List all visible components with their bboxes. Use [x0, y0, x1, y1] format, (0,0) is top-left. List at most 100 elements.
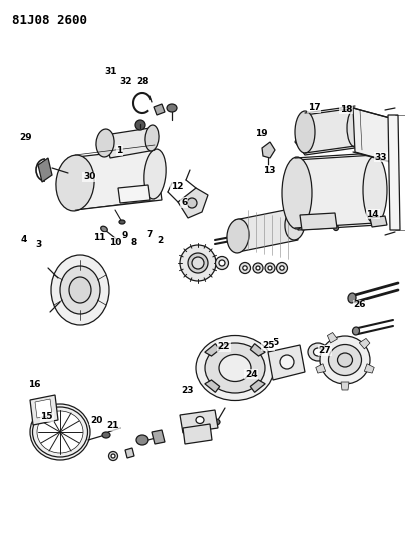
Ellipse shape [363, 156, 387, 224]
Text: 19: 19 [255, 129, 268, 138]
Text: 14: 14 [366, 210, 379, 219]
Polygon shape [359, 338, 370, 349]
Ellipse shape [337, 353, 352, 367]
Ellipse shape [348, 293, 356, 303]
Text: 7: 7 [147, 230, 153, 239]
Text: 8: 8 [130, 238, 137, 247]
Ellipse shape [96, 129, 114, 157]
Ellipse shape [282, 157, 312, 229]
Text: 21: 21 [107, 421, 119, 430]
Ellipse shape [268, 266, 272, 270]
Text: 25: 25 [262, 341, 274, 350]
Ellipse shape [167, 104, 177, 112]
Polygon shape [300, 213, 337, 230]
Ellipse shape [212, 419, 220, 425]
Polygon shape [35, 399, 52, 418]
Ellipse shape [135, 120, 145, 130]
Text: 20: 20 [90, 416, 102, 424]
Polygon shape [370, 216, 387, 227]
Ellipse shape [328, 344, 362, 376]
Polygon shape [183, 424, 212, 444]
Ellipse shape [51, 255, 109, 325]
Text: 31: 31 [104, 68, 116, 76]
Polygon shape [105, 128, 155, 158]
Polygon shape [250, 344, 265, 356]
Polygon shape [205, 380, 220, 392]
Text: 24: 24 [245, 370, 258, 378]
Text: 27: 27 [318, 346, 331, 355]
Ellipse shape [69, 277, 91, 303]
Polygon shape [178, 188, 208, 218]
Polygon shape [268, 345, 305, 380]
Polygon shape [125, 448, 134, 458]
Polygon shape [235, 208, 298, 252]
Text: 18: 18 [340, 105, 352, 114]
Text: 29: 29 [19, 133, 32, 142]
Ellipse shape [285, 208, 305, 240]
Ellipse shape [219, 354, 251, 382]
Polygon shape [30, 395, 58, 425]
Text: 17: 17 [307, 103, 320, 112]
Text: 4: 4 [20, 236, 27, 244]
Ellipse shape [102, 432, 110, 438]
Ellipse shape [239, 262, 251, 273]
Ellipse shape [265, 263, 275, 273]
Ellipse shape [111, 454, 115, 458]
Ellipse shape [56, 155, 94, 211]
Text: 3: 3 [35, 240, 42, 248]
Text: 5: 5 [272, 338, 279, 346]
Ellipse shape [196, 416, 204, 424]
Ellipse shape [37, 411, 83, 453]
Text: 9: 9 [122, 231, 128, 240]
Ellipse shape [320, 336, 370, 384]
Text: 11: 11 [93, 233, 105, 241]
Polygon shape [205, 344, 220, 356]
Polygon shape [327, 333, 337, 343]
Text: 6: 6 [181, 198, 188, 207]
Ellipse shape [101, 226, 107, 232]
Text: 28: 28 [136, 77, 149, 85]
Polygon shape [353, 108, 392, 162]
Polygon shape [262, 142, 275, 158]
Text: 32: 32 [119, 77, 132, 85]
Polygon shape [118, 185, 150, 203]
Ellipse shape [180, 245, 216, 281]
Text: 15: 15 [40, 413, 53, 421]
Polygon shape [364, 364, 374, 373]
Text: 26: 26 [354, 301, 366, 309]
Text: 22: 22 [217, 342, 230, 351]
Ellipse shape [333, 225, 339, 230]
Ellipse shape [196, 335, 274, 400]
Polygon shape [341, 382, 349, 390]
Ellipse shape [144, 149, 166, 199]
Ellipse shape [188, 253, 208, 273]
Text: 10: 10 [109, 238, 122, 247]
Ellipse shape [308, 343, 328, 361]
Ellipse shape [119, 220, 125, 224]
Text: 13: 13 [263, 166, 275, 175]
Ellipse shape [192, 257, 204, 269]
Ellipse shape [347, 109, 363, 147]
Ellipse shape [219, 260, 225, 266]
Text: 81J08 2600: 81J08 2600 [12, 14, 87, 27]
Ellipse shape [145, 125, 159, 151]
Ellipse shape [60, 266, 100, 314]
Ellipse shape [253, 263, 263, 273]
Ellipse shape [30, 404, 90, 460]
Ellipse shape [136, 435, 148, 445]
Polygon shape [295, 108, 365, 155]
Ellipse shape [352, 327, 360, 335]
Ellipse shape [227, 219, 249, 253]
Text: 23: 23 [181, 386, 193, 394]
Polygon shape [388, 115, 400, 230]
Polygon shape [180, 410, 218, 433]
Ellipse shape [280, 266, 284, 270]
Ellipse shape [109, 451, 117, 461]
Text: 30: 30 [83, 173, 95, 181]
Ellipse shape [313, 348, 322, 356]
Polygon shape [316, 364, 326, 373]
Polygon shape [154, 104, 165, 115]
Ellipse shape [295, 111, 315, 153]
Text: 33: 33 [375, 153, 387, 161]
Ellipse shape [205, 343, 265, 393]
